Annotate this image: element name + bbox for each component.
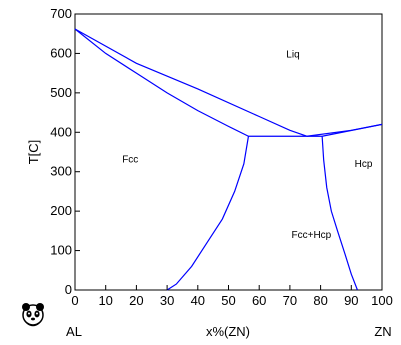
x-axis-ticks: 0 10 20 30 40 50 60 70 80 90 100 xyxy=(71,285,393,308)
phase-boundary-7 xyxy=(321,136,358,291)
x-tick-label: 80 xyxy=(313,293,327,308)
x-tick-label: 100 xyxy=(371,293,393,308)
corner-label-left: AL xyxy=(66,324,82,339)
y-tick-label: 700 xyxy=(50,6,72,21)
y-tick-label: 0 xyxy=(65,282,72,297)
region-label: Fcc+Hcp xyxy=(292,230,332,241)
region-label: Fcc xyxy=(122,155,138,166)
phase-boundary-5 xyxy=(322,123,383,137)
y-tick-label: 500 xyxy=(50,85,72,100)
phase-boundary-6 xyxy=(166,136,250,291)
x-axis-title: x%(ZN) xyxy=(206,324,250,339)
region-labels: Liq Fcc Hcp Fcc+Hcp xyxy=(122,49,373,241)
x-tick-label: 0 xyxy=(71,293,78,308)
x-tick-label: 30 xyxy=(160,293,174,308)
x-tick-label: 60 xyxy=(252,293,266,308)
x-tick-label: 50 xyxy=(221,293,235,308)
panda-icon xyxy=(22,303,44,327)
x-tick-label: 10 xyxy=(98,293,112,308)
y-tick-label: 600 xyxy=(50,45,72,60)
region-label: Hcp xyxy=(355,159,373,170)
y-tick-label: 200 xyxy=(50,203,72,218)
x-tick-label: 40 xyxy=(191,293,205,308)
y-axis-ticks: 0 100 200 300 400 500 600 700 xyxy=(50,6,80,297)
y-tick-label: 300 xyxy=(50,164,72,179)
region-label: Liq xyxy=(286,49,299,60)
corner-label-right: ZN xyxy=(374,324,391,339)
phase-boundaries xyxy=(74,28,383,291)
y-axis-title: T[C] xyxy=(26,140,41,165)
phase-boundary-2 xyxy=(74,28,249,137)
y-tick-label: 100 xyxy=(50,243,72,258)
x-tick-label: 20 xyxy=(129,293,143,308)
phase-boundary-1 xyxy=(74,28,307,137)
x-tick-label: 90 xyxy=(344,293,358,308)
x-tick-label: 70 xyxy=(283,293,297,308)
y-tick-label: 400 xyxy=(50,124,72,139)
plot-frame xyxy=(74,13,383,291)
